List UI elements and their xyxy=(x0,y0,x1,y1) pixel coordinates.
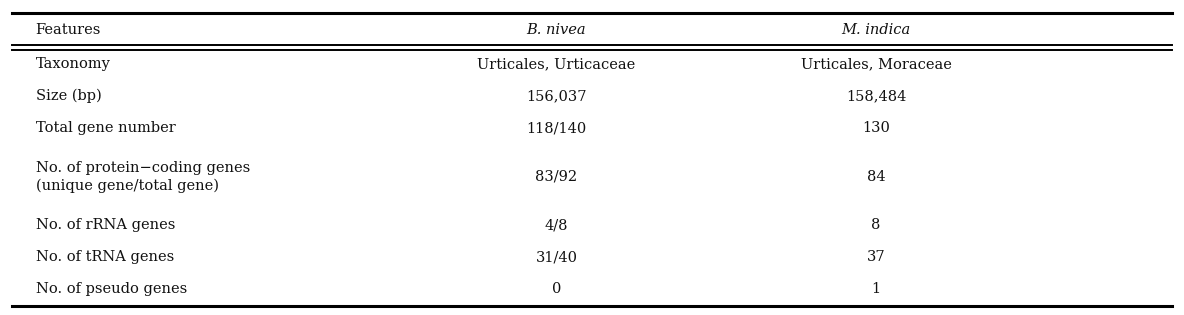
Text: Taxonomy: Taxonomy xyxy=(36,57,110,71)
Text: 37: 37 xyxy=(867,250,886,264)
Text: Urticales, Urticaceae: Urticales, Urticaceae xyxy=(477,57,636,71)
Text: 83/92: 83/92 xyxy=(535,170,578,184)
Text: Size (bp): Size (bp) xyxy=(36,89,102,104)
Text: 84: 84 xyxy=(867,170,886,184)
Text: M. indica: M. indica xyxy=(842,23,910,37)
Text: 31/40: 31/40 xyxy=(535,250,578,264)
Text: 158,484: 158,484 xyxy=(847,89,906,103)
Text: 0: 0 xyxy=(552,283,561,296)
Text: No. of pseudo genes: No. of pseudo genes xyxy=(36,283,187,296)
Text: 130: 130 xyxy=(862,122,890,135)
Text: 8: 8 xyxy=(871,218,881,232)
Text: Urticales, Moraceae: Urticales, Moraceae xyxy=(800,57,952,71)
Text: B. nivea: B. nivea xyxy=(527,23,586,37)
Text: 156,037: 156,037 xyxy=(526,89,587,103)
Text: No. of rRNA genes: No. of rRNA genes xyxy=(36,218,175,232)
Text: 1: 1 xyxy=(871,283,881,296)
Text: Total gene number: Total gene number xyxy=(36,122,175,135)
Text: No. of tRNA genes: No. of tRNA genes xyxy=(36,250,174,264)
Text: 4/8: 4/8 xyxy=(545,218,568,232)
Text: 118/140: 118/140 xyxy=(527,122,586,135)
Text: Features: Features xyxy=(36,23,101,37)
Text: No. of protein−coding genes
(unique gene/total gene): No. of protein−coding genes (unique gene… xyxy=(36,161,250,193)
